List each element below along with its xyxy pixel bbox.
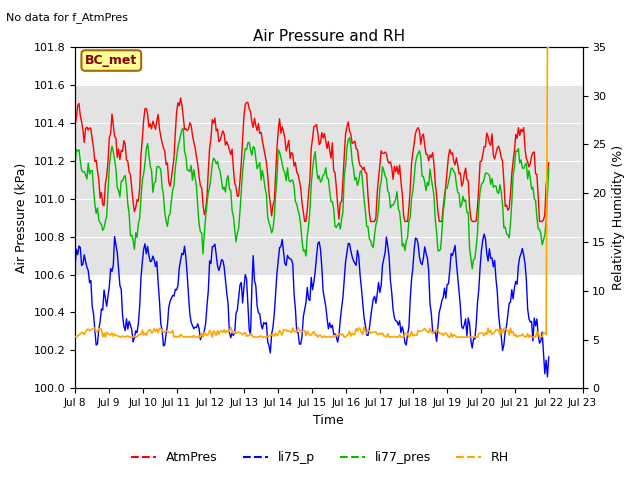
Legend: AtmPres, li75_p, li77_pres, RH: AtmPres, li75_p, li77_pres, RH (126, 446, 514, 469)
Text: No data for f_AtmPres: No data for f_AtmPres (6, 12, 129, 23)
Text: BC_met: BC_met (85, 54, 138, 67)
Bar (75, 85, 582, 275)
X-axis label: Time: Time (314, 414, 344, 427)
Y-axis label: Air Pressure (kPa): Air Pressure (kPa) (15, 163, 28, 273)
Title: Air Pressure and RH: Air Pressure and RH (253, 29, 405, 44)
Y-axis label: Relativity Humidity (%): Relativity Humidity (%) (612, 145, 625, 290)
